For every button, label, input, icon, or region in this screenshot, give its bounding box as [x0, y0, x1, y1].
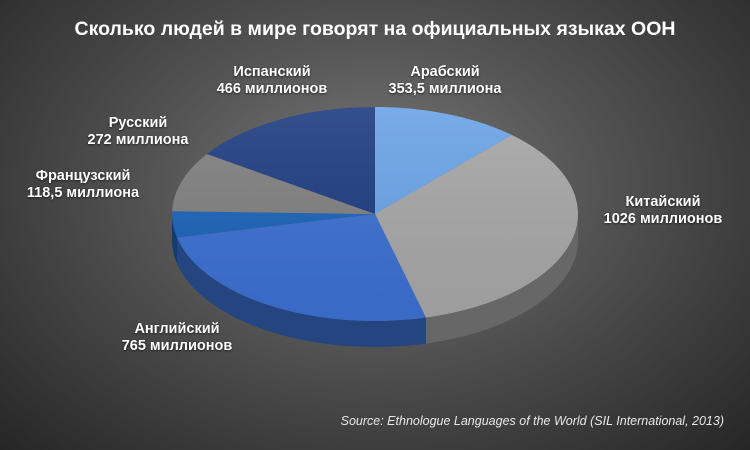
pie-gloss	[172, 107, 578, 321]
slice-side-french	[172, 214, 178, 264]
chart-title: Сколько людей в мире говорят на официаль…	[74, 18, 676, 40]
slice-label-russian: Русский 272 миллиона	[87, 115, 189, 148]
slice-label-chinese: Китайский 1026 миллионов	[603, 194, 723, 227]
source-note: Source: Ethnologue Languages of the Worl…	[340, 414, 724, 428]
slice-side-chinese	[425, 214, 578, 344]
slice-label-english: Английский 765 миллионов	[121, 321, 233, 354]
slice-label-spanish: Испанский 466 миллионов	[216, 64, 328, 97]
slice-side-english	[177, 237, 426, 347]
slice-label-arabic: Арабский 353,5 миллиона	[388, 64, 502, 97]
slice-label-french: Французский 118,5 миллиона	[26, 168, 140, 201]
